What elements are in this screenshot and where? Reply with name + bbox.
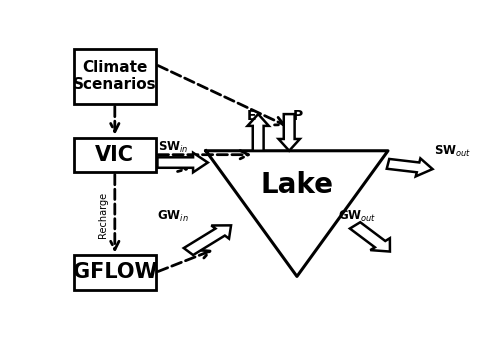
FancyArrow shape <box>158 153 208 172</box>
Text: P: P <box>293 109 304 123</box>
Text: SW$_{in}$: SW$_{in}$ <box>158 140 188 155</box>
Text: SW$_{out}$: SW$_{out}$ <box>434 144 472 159</box>
Text: E: E <box>247 109 256 123</box>
Text: Lake: Lake <box>260 171 334 199</box>
FancyArrow shape <box>386 158 432 176</box>
FancyBboxPatch shape <box>74 138 156 172</box>
Text: Climate
Scenarios: Climate Scenarios <box>73 60 156 92</box>
Text: GFLOW: GFLOW <box>72 262 157 283</box>
FancyBboxPatch shape <box>74 49 156 104</box>
FancyArrow shape <box>184 225 231 255</box>
FancyArrow shape <box>350 222 390 252</box>
Text: Recharge: Recharge <box>98 192 108 238</box>
FancyArrow shape <box>248 114 269 151</box>
Text: VIC: VIC <box>96 145 134 165</box>
Text: GW$_{out}$: GW$_{out}$ <box>338 209 376 224</box>
FancyBboxPatch shape <box>74 255 156 290</box>
Text: GW$_{in}$: GW$_{in}$ <box>157 209 189 224</box>
FancyArrow shape <box>278 114 300 151</box>
